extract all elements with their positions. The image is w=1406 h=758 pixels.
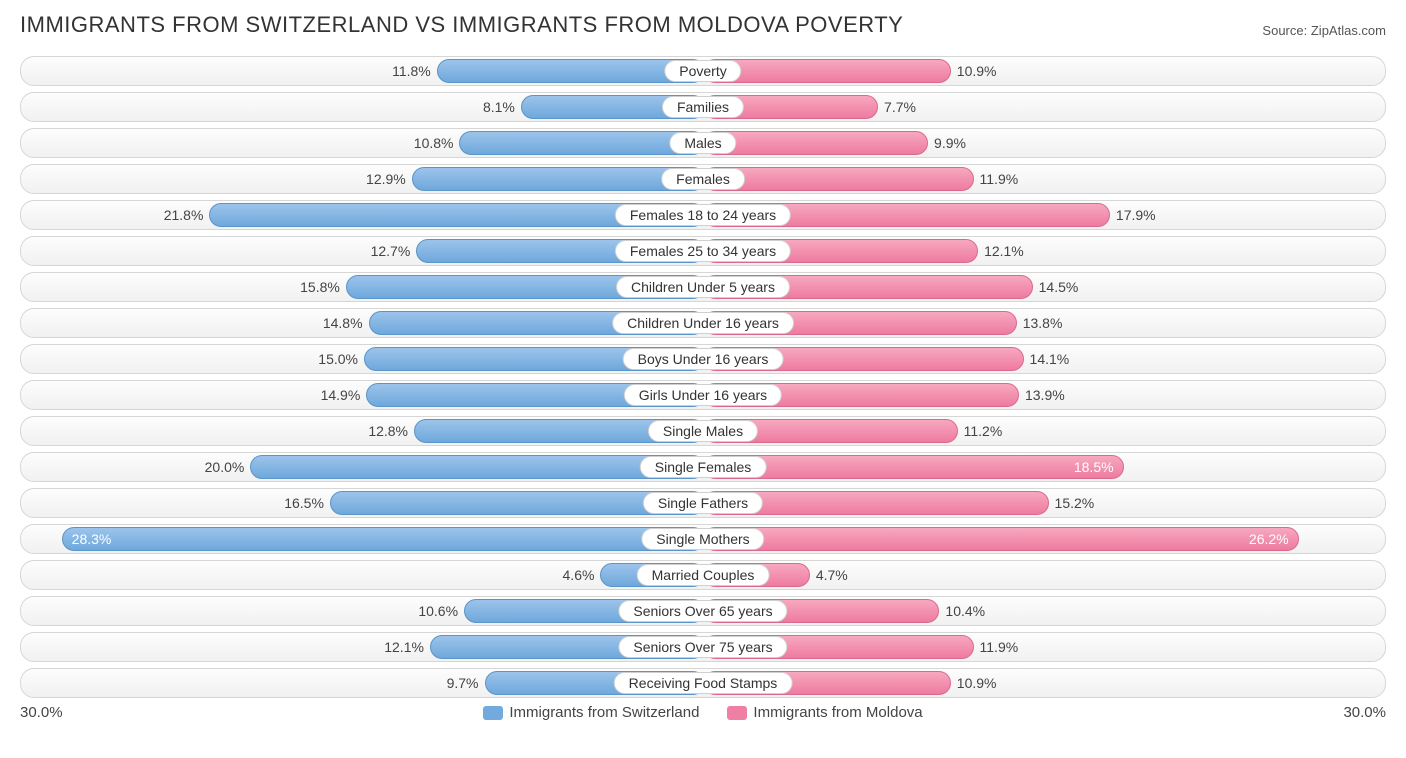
chart-row: 14.9% 13.9% Girls Under 16 years: [20, 380, 1386, 410]
value-label-left: 28.3%: [62, 527, 705, 551]
chart-area: 11.8% 10.9% Poverty 8.1% 7.7% Families 10.8% 9.…: [20, 56, 1386, 698]
chart-row: 21.8% 17.9% Females 18 to 24 years: [20, 200, 1386, 230]
chart-row: 20.0%18.5%Single Females: [20, 452, 1386, 482]
value-label-left: 14.9%: [321, 383, 367, 407]
value-label-left: 11.8%: [392, 59, 437, 83]
legend-label-right: Immigrants from Moldova: [753, 704, 922, 721]
value-label-left: 20.0%: [205, 455, 251, 479]
value-label-left: 9.7%: [447, 671, 485, 695]
category-label: Females 25 to 34 years: [615, 240, 791, 262]
value-label-right: 11.9%: [974, 635, 1019, 659]
category-label: Single Fathers: [643, 492, 763, 514]
value-label-right: 13.9%: [1019, 383, 1065, 407]
axis-max-left: 30.0%: [20, 704, 63, 721]
chart-row: 12.1% 11.9% Seniors Over 75 years: [20, 632, 1386, 662]
category-label: Single Mothers: [641, 528, 764, 550]
category-label: Families: [662, 96, 744, 118]
chart-row: 28.3%26.2%Single Mothers: [20, 524, 1386, 554]
value-label-left: 10.8%: [414, 131, 460, 155]
category-label: Females: [661, 168, 745, 190]
value-label-right: 13.8%: [1017, 311, 1063, 335]
value-label-left: 21.8%: [164, 203, 210, 227]
category-label: Seniors Over 65 years: [618, 600, 787, 622]
chart-row: 11.8% 10.9% Poverty: [20, 56, 1386, 86]
value-label-right: 14.1%: [1024, 347, 1070, 371]
category-label: Receiving Food Stamps: [614, 672, 793, 694]
value-label-right: 17.9%: [1110, 203, 1156, 227]
value-label-right: 4.7%: [810, 563, 848, 587]
chart-source: Source: ZipAtlas.com: [1262, 23, 1386, 38]
chart-row: 15.0% 14.1% Boys Under 16 years: [20, 344, 1386, 374]
value-label-right: 10.9%: [951, 671, 997, 695]
chart-header: IMMIGRANTS FROM SWITZERLAND VS IMMIGRANT…: [20, 12, 1386, 38]
chart-row: 16.5% 15.2% Single Fathers: [20, 488, 1386, 518]
category-label: Children Under 5 years: [616, 276, 790, 298]
category-label: Females 18 to 24 years: [615, 204, 791, 226]
value-label-left: 12.8%: [368, 419, 414, 443]
legend-label-left: Immigrants from Switzerland: [509, 704, 699, 721]
chart-row: 12.8% 11.2% Single Males: [20, 416, 1386, 446]
value-label-left: 12.7%: [371, 239, 417, 263]
value-label-left: 15.8%: [300, 275, 346, 299]
value-label-right: 7.7%: [878, 95, 916, 119]
category-label: Boys Under 16 years: [623, 348, 784, 370]
category-label: Children Under 16 years: [612, 312, 794, 334]
chart-title: IMMIGRANTS FROM SWITZERLAND VS IMMIGRANT…: [20, 12, 903, 38]
chart-row: 9.7% 10.9% Receiving Food Stamps: [20, 668, 1386, 698]
category-label: Single Males: [648, 420, 758, 442]
value-label-left: 15.0%: [318, 347, 364, 371]
bar-left: [250, 455, 705, 479]
chart-row: 4.6% 4.7% Married Couples: [20, 560, 1386, 590]
legend-swatch-left: [483, 706, 503, 720]
value-label-left: 12.1%: [384, 635, 430, 659]
bar-right: [703, 131, 928, 155]
category-label: Poverty: [664, 60, 741, 82]
category-label: Seniors Over 75 years: [618, 636, 787, 658]
value-label-right: 11.9%: [974, 167, 1019, 191]
chart-row: 10.8% 9.9% Males: [20, 128, 1386, 158]
value-label-right: 9.9%: [928, 131, 966, 155]
chart-footer: 30.0% Immigrants from Switzerland Immigr…: [20, 704, 1386, 721]
chart-row: 14.8% 13.8% Children Under 16 years: [20, 308, 1386, 338]
legend-item-right: Immigrants from Moldova: [727, 704, 922, 721]
value-label-left: 4.6%: [563, 563, 601, 587]
value-label-right: 11.2%: [958, 419, 1003, 443]
value-label-right: 12.1%: [978, 239, 1024, 263]
value-label-left: 8.1%: [483, 95, 521, 119]
chart-row: 15.8% 14.5% Children Under 5 years: [20, 272, 1386, 302]
value-label-left: 12.9%: [366, 167, 412, 191]
category-label: Males: [669, 132, 736, 154]
legend-swatch-right: [727, 706, 747, 720]
legend: Immigrants from Switzerland Immigrants f…: [483, 704, 922, 721]
value-label-right: 10.4%: [939, 599, 985, 623]
chart-row: 12.7% 12.1% Females 25 to 34 years: [20, 236, 1386, 266]
value-label-right: 10.9%: [951, 59, 997, 83]
category-label: Single Females: [640, 456, 767, 478]
value-label-left: 14.8%: [323, 311, 369, 335]
category-label: Married Couples: [637, 564, 770, 586]
chart-row: 10.6% 10.4% Seniors Over 65 years: [20, 596, 1386, 626]
axis-max-right: 30.0%: [1343, 704, 1386, 721]
chart-row: 8.1% 7.7% Families: [20, 92, 1386, 122]
source-label: Source:: [1262, 23, 1307, 38]
value-label-left: 16.5%: [284, 491, 330, 515]
category-label: Girls Under 16 years: [624, 384, 782, 406]
source-name[interactable]: ZipAtlas.com: [1311, 23, 1386, 38]
bar-left: [459, 131, 705, 155]
legend-item-left: Immigrants from Switzerland: [483, 704, 699, 721]
value-label-right: 15.2%: [1049, 491, 1095, 515]
chart-row: 12.9% 11.9% Females: [20, 164, 1386, 194]
value-label-left: 10.6%: [418, 599, 464, 623]
value-label-right: 14.5%: [1033, 275, 1079, 299]
value-label-right: 26.2%: [703, 527, 1299, 551]
